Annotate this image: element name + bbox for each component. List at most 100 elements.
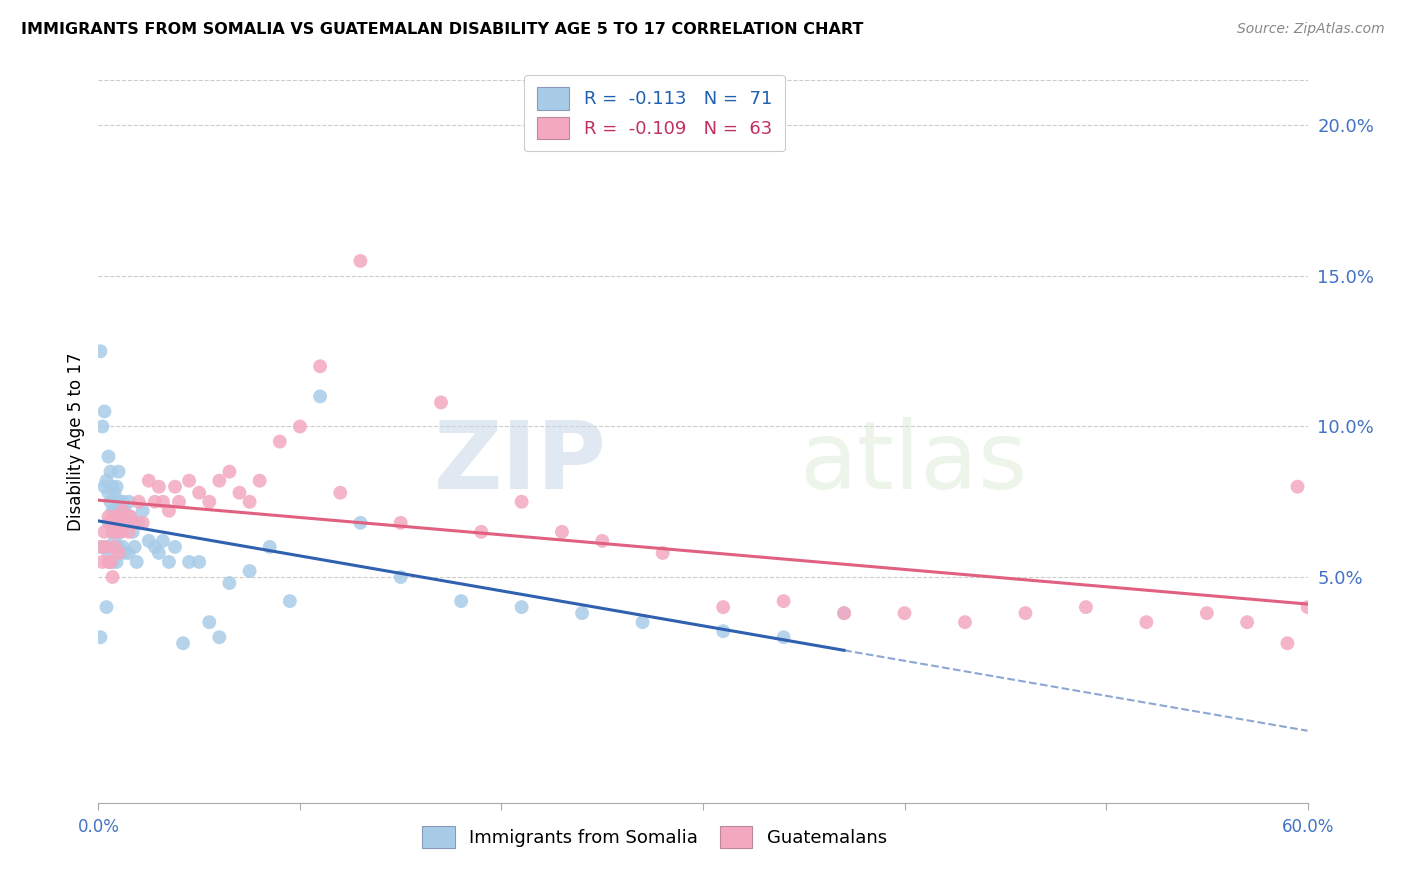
Point xyxy=(198,615,221,630)
Point xyxy=(228,485,250,500)
Point xyxy=(128,516,150,530)
Point xyxy=(470,524,492,539)
Point xyxy=(832,606,855,620)
Point xyxy=(148,546,170,560)
Point xyxy=(114,504,136,518)
Point xyxy=(1135,615,1157,630)
Point xyxy=(125,555,148,569)
Point xyxy=(107,494,129,508)
Y-axis label: Disability Age 5 to 17: Disability Age 5 to 17 xyxy=(66,352,84,531)
Point xyxy=(1014,606,1036,620)
Point xyxy=(124,516,146,530)
Point xyxy=(89,344,111,359)
Point xyxy=(152,533,174,548)
Point xyxy=(115,516,138,530)
Point xyxy=(97,509,120,524)
Point xyxy=(711,624,734,639)
Point xyxy=(953,615,976,630)
Point xyxy=(152,494,174,508)
Point xyxy=(128,494,150,508)
Point xyxy=(100,516,122,530)
Point xyxy=(89,540,111,554)
Point xyxy=(172,636,194,650)
Point xyxy=(772,630,794,644)
Point xyxy=(278,594,301,608)
Point xyxy=(259,540,281,554)
Point xyxy=(118,524,141,539)
Text: ZIP: ZIP xyxy=(433,417,606,509)
Point xyxy=(97,516,120,530)
Point xyxy=(107,540,129,554)
Point xyxy=(93,480,115,494)
Point xyxy=(167,494,190,508)
Point xyxy=(96,474,118,488)
Point xyxy=(430,395,453,409)
Point xyxy=(143,494,166,508)
Point xyxy=(96,540,118,554)
Point xyxy=(631,615,654,630)
Point xyxy=(124,540,146,554)
Point xyxy=(93,524,115,539)
Point xyxy=(591,533,613,548)
Point xyxy=(91,555,114,569)
Point xyxy=(91,540,114,554)
Point xyxy=(389,516,412,530)
Point xyxy=(101,555,124,569)
Point xyxy=(114,546,136,560)
Point xyxy=(100,516,122,530)
Point xyxy=(110,524,132,539)
Text: atlas: atlas xyxy=(800,417,1028,509)
Point xyxy=(120,509,142,524)
Point xyxy=(1296,600,1319,615)
Point xyxy=(89,630,111,644)
Point xyxy=(288,419,311,434)
Point xyxy=(97,555,120,569)
Point xyxy=(132,504,155,518)
Point xyxy=(772,594,794,608)
Point xyxy=(100,494,122,508)
Point xyxy=(93,404,115,418)
Point xyxy=(118,546,141,560)
Text: Source: ZipAtlas.com: Source: ZipAtlas.com xyxy=(1237,22,1385,37)
Point xyxy=(96,540,118,554)
Point xyxy=(571,606,593,620)
Point xyxy=(101,570,124,584)
Point xyxy=(163,480,186,494)
Point xyxy=(100,555,122,569)
Point xyxy=(832,606,855,620)
Point xyxy=(97,546,120,560)
Point xyxy=(157,504,180,518)
Point xyxy=(239,564,262,578)
Point xyxy=(551,524,574,539)
Point xyxy=(114,509,136,524)
Point xyxy=(101,504,124,518)
Point xyxy=(111,494,134,508)
Point xyxy=(1074,600,1097,615)
Text: IMMIGRANTS FROM SOMALIA VS GUATEMALAN DISABILITY AGE 5 TO 17 CORRELATION CHART: IMMIGRANTS FROM SOMALIA VS GUATEMALAN DI… xyxy=(21,22,863,37)
Point xyxy=(110,524,132,539)
Point xyxy=(1195,606,1218,620)
Point xyxy=(103,509,125,524)
Point xyxy=(138,474,160,488)
Point xyxy=(510,494,533,508)
Point xyxy=(105,555,128,569)
Point xyxy=(111,540,134,554)
Point xyxy=(208,630,231,644)
Point xyxy=(148,480,170,494)
Point xyxy=(309,389,332,403)
Point xyxy=(309,359,332,374)
Legend: Immigrants from Somalia, Guatemalans: Immigrants from Somalia, Guatemalans xyxy=(412,815,898,859)
Point xyxy=(711,600,734,615)
Point xyxy=(101,524,124,539)
Point xyxy=(389,570,412,584)
Point xyxy=(91,419,114,434)
Point xyxy=(249,474,271,488)
Point xyxy=(101,524,124,539)
Point xyxy=(103,485,125,500)
Point xyxy=(101,480,124,494)
Point xyxy=(450,594,472,608)
Point xyxy=(143,540,166,554)
Point xyxy=(329,485,352,500)
Point xyxy=(105,509,128,524)
Point xyxy=(93,540,115,554)
